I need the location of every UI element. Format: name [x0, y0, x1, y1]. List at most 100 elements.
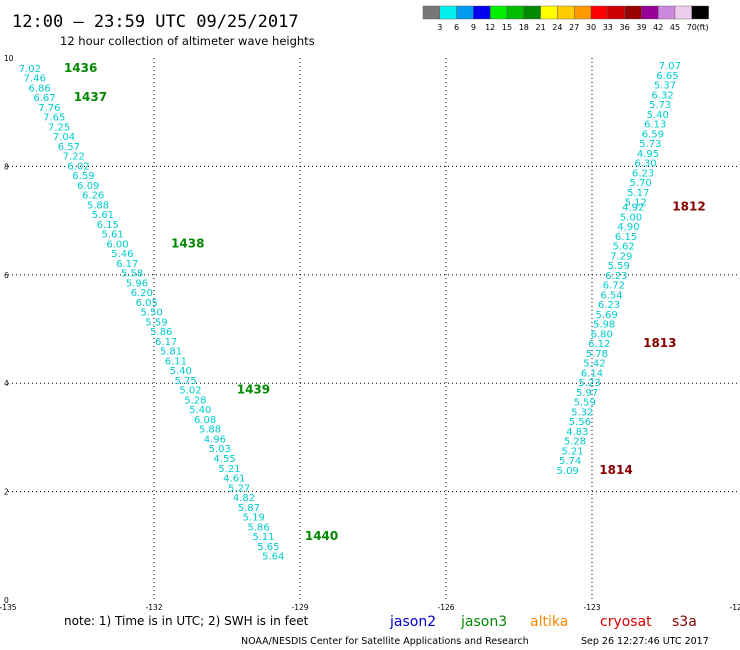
- legend-value: 9: [471, 23, 476, 32]
- wave-height-label: 4.61: [223, 474, 245, 485]
- wave-height-label: 6.00: [106, 239, 128, 250]
- wave-height-label: 6.67: [33, 93, 55, 104]
- x-tick-label: -132: [145, 603, 162, 612]
- y-tick-label: 6: [4, 271, 9, 280]
- wave-height-label: 7.04: [53, 132, 75, 143]
- legend-value: 3: [437, 23, 442, 32]
- wave-height-label: 6.26: [82, 191, 104, 202]
- wave-height-label: 5.61: [102, 230, 124, 241]
- wave-height-label: 5.75: [175, 376, 197, 387]
- wave-height-label: 5.46: [111, 249, 133, 260]
- track-s3a: 7.076.655.376.325.735.406.136.595.734.95…: [557, 61, 706, 477]
- legend-swatch: [456, 5, 474, 20]
- wave-height-label: 6.23: [605, 271, 627, 282]
- satellite-legend-jason2: jason2: [389, 614, 436, 630]
- y-tick-label: 4: [4, 379, 9, 388]
- legend-swatch: [674, 5, 692, 20]
- time-label: 1440: [305, 529, 338, 543]
- legend-swatch: [607, 5, 625, 20]
- wave-height-label: 4.92: [622, 203, 644, 214]
- wave-height-label: 6.65: [656, 71, 678, 82]
- legend-value: 33: [603, 23, 613, 32]
- wave-height-label: 4.82: [233, 493, 255, 504]
- wave-height-label: 6.14: [581, 368, 603, 379]
- wave-height-label: 6.57: [58, 142, 80, 153]
- wave-height-label: 6.54: [600, 290, 622, 301]
- wave-height-label: 5.97: [576, 388, 598, 399]
- wave-height-label: 6.12: [588, 339, 610, 350]
- legend-value: 42: [653, 23, 663, 32]
- wave-height-label: 5.56: [569, 417, 591, 428]
- wave-height-label: 4.83: [566, 427, 588, 438]
- legend-value: 15: [502, 23, 512, 32]
- wave-height-label: 5.11: [252, 532, 274, 543]
- wave-height-label: 5.40: [189, 405, 211, 416]
- wave-height-label: 6.15: [97, 220, 119, 231]
- satellite-legend: jason2 jason3 altika cryosat s3a: [389, 614, 697, 630]
- legend-value: 18: [519, 23, 529, 32]
- legend-swatch: [473, 5, 491, 20]
- wave-height-label: 6.23: [598, 300, 620, 311]
- x-tick-label: -135: [0, 603, 17, 612]
- wave-height-label: 4.96: [204, 434, 226, 445]
- legend-value: 12: [485, 23, 495, 32]
- wave-height-label: 6.59: [72, 171, 94, 182]
- y-tick-label: 0: [4, 596, 9, 605]
- legend-value: 24: [552, 23, 562, 32]
- legend-swatch: [422, 5, 440, 20]
- satellite-legend-altika: altika: [530, 614, 568, 630]
- wave-height-label: 5.19: [243, 513, 265, 524]
- wave-height-label: 7.22: [63, 152, 85, 163]
- wave-height-label: 5.23: [578, 378, 600, 389]
- wave-height-label: 5.86: [248, 522, 270, 533]
- wave-height-label: 5.73: [649, 100, 671, 111]
- wave-height-label: 6.08: [194, 415, 216, 426]
- wave-height-label: 5.02: [179, 386, 201, 397]
- wave-height-label: 6.23: [632, 168, 654, 179]
- wave-height-label: 6.11: [165, 356, 187, 367]
- wave-height-label: 5.59: [574, 398, 596, 409]
- credit-text: NOAA/NESDIS Center for Satellite Applica…: [241, 636, 529, 647]
- wave-height-label: 5.96: [126, 278, 148, 289]
- time-label: 1814: [599, 463, 632, 477]
- time-label: 1437: [74, 90, 107, 104]
- legend-swatch: [540, 5, 558, 20]
- wave-height-label: 5.28: [184, 395, 206, 406]
- wave-height-label: 6.72: [603, 281, 625, 292]
- wave-height-label: 7.65: [43, 113, 65, 124]
- legend-swatch: [691, 5, 709, 20]
- wave-height-label: 6.17: [155, 337, 177, 348]
- legend-value: 39: [636, 23, 646, 32]
- legend-swatch: [557, 5, 575, 20]
- wave-height-label: 5.37: [654, 81, 676, 92]
- wave-height-label: 4.90: [617, 222, 639, 233]
- wave-height-label: 7.46: [24, 74, 46, 85]
- wave-height-label: 5.69: [595, 310, 617, 321]
- satellite-legend-jason3: jason3: [460, 614, 507, 630]
- x-tick-label: -129: [291, 603, 308, 612]
- wave-height-label: 6.09: [77, 181, 99, 192]
- x-axis-ticks: -135 -132 -129 -126 -123 -120: [0, 603, 740, 612]
- wave-height-label: 5.59: [145, 317, 167, 328]
- y-axis-ticks: 0 2 4 6 8 10: [4, 54, 14, 605]
- wave-height-label: 5.88: [199, 425, 221, 436]
- wave-height-label: 5.27: [228, 483, 250, 494]
- wave-height-label: 5.42: [583, 359, 605, 370]
- wave-height-label: 5.62: [613, 242, 635, 253]
- legend-swatch: [658, 5, 676, 20]
- legend-swatch: [490, 5, 508, 20]
- wave-height-label: 5.40: [647, 110, 669, 121]
- legend-value: 27: [569, 23, 579, 32]
- wave-height-label: 7.29: [610, 251, 632, 262]
- y-tick-label: 10: [4, 54, 14, 63]
- legend-swatch: [506, 5, 524, 20]
- wave-height-label: 5.59: [608, 261, 630, 272]
- legend-swatch: [624, 5, 642, 20]
- wave-height-label: 5.28: [564, 437, 586, 448]
- time-label: 1438: [171, 236, 204, 250]
- wave-height-label: 5.78: [586, 349, 608, 360]
- wave-height-label: 5.81: [160, 347, 182, 358]
- x-tick-label: -120: [729, 603, 740, 612]
- satellite-tracks: 7.027.466.866.677.767.657.257.046.577.22…: [19, 61, 706, 563]
